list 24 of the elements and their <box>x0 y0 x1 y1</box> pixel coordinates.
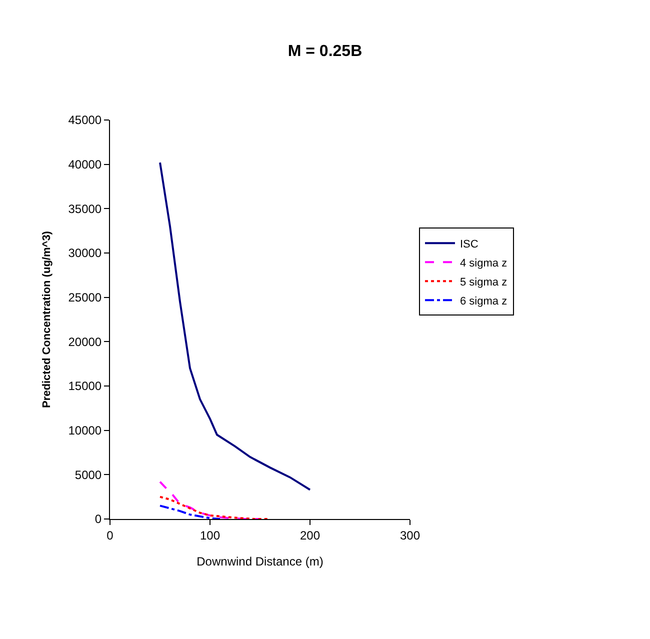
y-tick-label: 45000 <box>68 113 102 128</box>
x-tick-label: 200 <box>300 528 320 542</box>
legend-label: 4 sigma z <box>460 257 508 270</box>
chart-title: M = 0.25B <box>288 42 362 60</box>
x-tick-label: 0 <box>106 528 114 542</box>
y-axis-title: Predicted Concentration (ug/m^3) <box>40 230 53 408</box>
legend-label: 6 sigma z <box>460 295 508 308</box>
line-series <box>159 504 221 519</box>
y-tick-label: 30000 <box>68 246 102 260</box>
legend-label: ISC <box>460 238 478 250</box>
y-tick-label: 5000 <box>74 468 102 482</box>
legend-label: 5 sigma z <box>460 276 508 288</box>
x-tick-label: 300 <box>400 528 420 542</box>
line-series <box>159 480 261 519</box>
y-tick-label: 25000 <box>68 290 102 305</box>
y-tick-label: 35000 <box>68 202 102 216</box>
line-series <box>159 162 311 491</box>
x-tick-label: 100 <box>200 528 220 542</box>
y-tick-label: 40000 <box>68 158 102 172</box>
y-tick-label: 20000 <box>68 334 102 349</box>
x-axis-title: Downwind Distance (m) <box>196 554 324 568</box>
y-tick-label: 0 <box>94 512 102 526</box>
y-tick-label: 10000 <box>68 424 102 438</box>
y-tick-label: 15000 <box>68 379 102 394</box>
